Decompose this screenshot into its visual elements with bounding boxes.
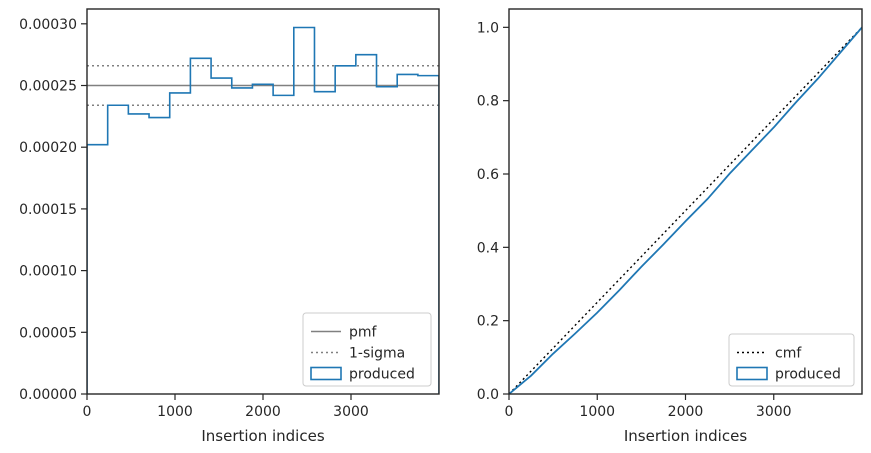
legend-box [728,333,855,387]
y-tick-label: 0.6 [477,167,499,183]
y-tick-label: 0.2 [477,314,499,330]
x-tick-label: 3000 [333,404,369,420]
histogram-step [87,26,439,394]
legend: cmf produced [728,333,855,387]
x-axis-label: Insertion indices [201,427,324,445]
legend: pmf 1-sigma produced [302,312,432,387]
legend-label: produced [775,367,841,383]
y-tick-label: 0.00005 [19,325,77,341]
axes-frame [86,8,440,395]
x-axis-label: Insertion indices [624,427,747,445]
y-tick-label: 0.00025 [19,79,77,95]
x-tick-label: 3000 [756,404,792,420]
x-tick-label: 1000 [579,404,615,420]
y-tick-label: 0.00030 [19,17,77,33]
y-tick-label: 0.00020 [19,140,77,156]
axes-frame [508,8,863,395]
plot-area [87,26,439,394]
y-tick-label: 0.00010 [19,264,77,280]
legend-label: pmf [349,325,378,341]
y-tick-label: 0.4 [477,240,499,256]
y-tick-label: 1.0 [477,20,499,36]
legend-label: produced [349,367,415,383]
y-tick-label: 0.8 [477,94,499,110]
y-tick-label: 0.0 [477,387,499,403]
x-tick-label: 1000 [157,404,193,420]
x-tick-label: 0 [83,404,92,420]
y-tick-label: 0.00000 [19,387,77,403]
series-produced [509,26,862,394]
chart-panel-1: 0 1000 2000 3000 0.00000 0.00005 0.00010 0.0001… [19,8,440,445]
legend-label: 1-sigma [349,346,405,362]
plot-area [509,26,862,394]
legend-swatch [736,366,768,381]
y-tick-label: 0.00015 [19,202,77,218]
legend-label: cmf [775,346,802,362]
chart-panel-2: 0 1000 2000 3000 0.0 0.2 0.4 0.6 0.8 1.0 Insertion… [477,8,863,445]
legend-swatch [310,366,342,381]
x-tick-label: 0 [505,404,514,420]
x-tick-label: 2000 [245,404,281,420]
x-tick-label: 2000 [668,404,704,420]
